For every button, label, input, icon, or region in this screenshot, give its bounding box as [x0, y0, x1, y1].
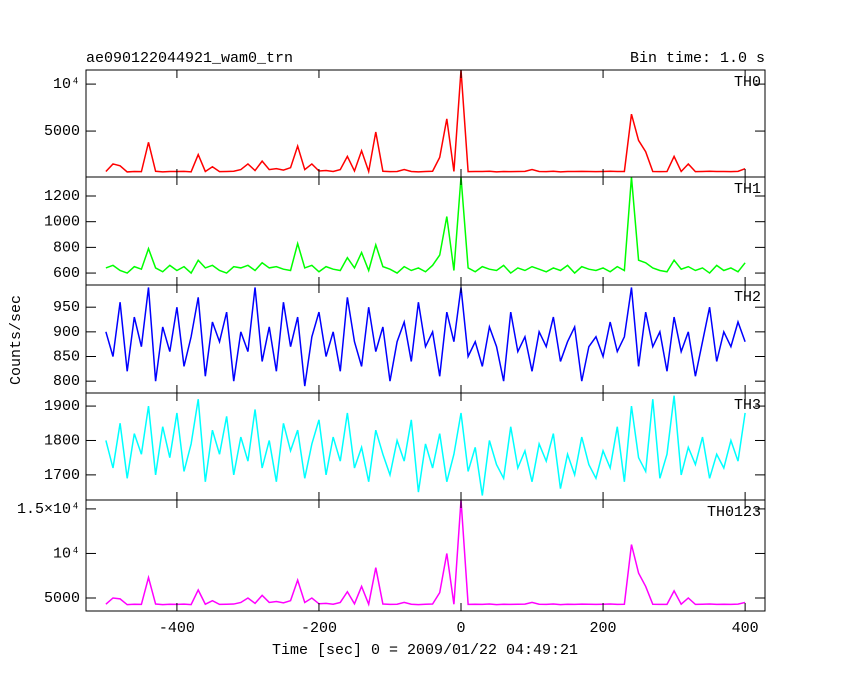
- y-tick-label: 5000: [44, 590, 80, 607]
- series-label: TH1: [734, 181, 761, 198]
- y-tick-label: 1200: [44, 188, 80, 205]
- y-tick-label: 800: [53, 239, 80, 256]
- series-label: TH0: [734, 74, 761, 91]
- series-line: [105, 500, 746, 607]
- y-tick-label: 10⁴: [53, 76, 80, 93]
- y-tick-label: 10⁴: [53, 545, 80, 562]
- y-tick-label: 950: [53, 299, 80, 316]
- series-label: TH2: [734, 289, 761, 306]
- panel-frame: [85, 499, 766, 612]
- series-line: [105, 70, 746, 175]
- series-label: TH0123: [707, 504, 761, 521]
- series-line: [105, 395, 746, 496]
- y-tick-label: 5000: [44, 123, 80, 140]
- chart-subtitle: Bin time: 1.0 s: [630, 50, 765, 67]
- series-line: [105, 287, 746, 387]
- y-tick-label: 1000: [44, 214, 80, 231]
- y-tick-label: 900: [53, 324, 80, 341]
- y-tick-label: 800: [53, 373, 80, 390]
- series-label: TH3: [734, 397, 761, 414]
- x-tick-label: 0: [457, 620, 466, 637]
- x-tick-label: -400: [159, 620, 195, 637]
- x-tick-label: 200: [590, 620, 617, 637]
- chart-title: ae090122044921_wam0_trn: [86, 50, 293, 67]
- y-tick-label: 1900: [44, 398, 80, 415]
- y-tick-label: 1800: [44, 432, 80, 449]
- x-tick-label: 400: [732, 620, 759, 637]
- x-tick-label: -200: [301, 620, 337, 637]
- y-axis-label: Counts/sec: [8, 295, 25, 385]
- x-axis-label: Time [sec] 0 = 2009/01/22 04:49:21: [272, 642, 578, 659]
- y-tick-label: 1700: [44, 467, 80, 484]
- y-tick-label: 850: [53, 348, 80, 365]
- y-tick-label: 600: [53, 265, 80, 282]
- y-tick-label: 1.5×10⁴: [17, 501, 80, 518]
- series-line: [105, 177, 746, 275]
